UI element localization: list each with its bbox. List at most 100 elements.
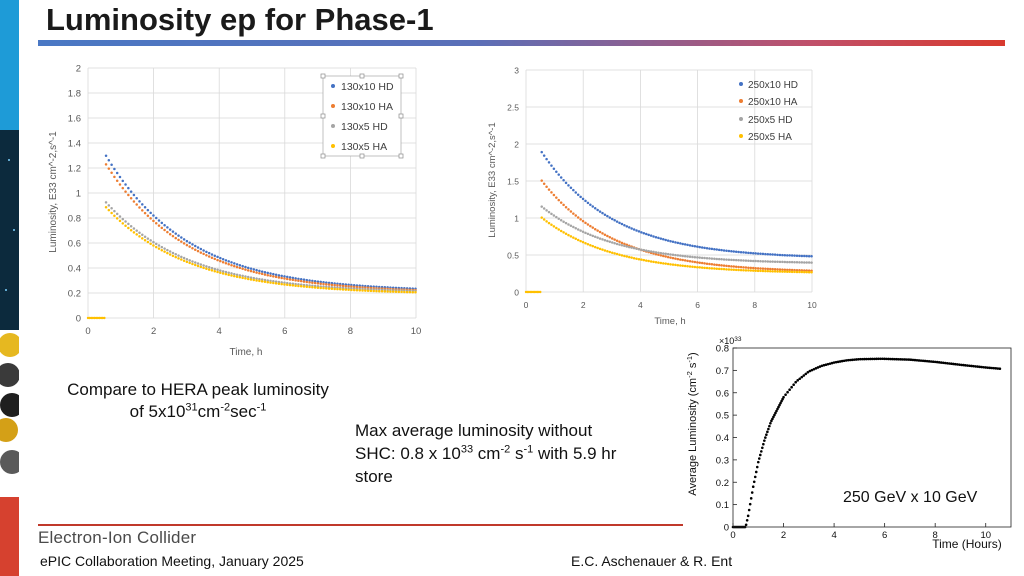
series-point-130x5-hd — [185, 257, 189, 261]
series-point-130x10-ha — [163, 228, 166, 232]
avg-lumi-point — [911, 358, 915, 362]
series-point-130x10-ha — [132, 200, 136, 203]
series-point-250x10-ha — [586, 223, 590, 226]
series-point-250x5-hd — [788, 260, 791, 264]
avg-lumi-point — [747, 508, 751, 512]
series-point-130x10-hd — [138, 200, 141, 203]
series-point-250x10-hd — [625, 225, 629, 228]
series-point-250x10-ha — [666, 255, 670, 259]
series-point-130x10-hd — [277, 274, 281, 277]
avg-lumi-point — [929, 360, 933, 363]
series-point-250x5-hd — [739, 259, 743, 262]
series-point-250x10-hd — [786, 254, 789, 257]
series-point-130x5-ha — [280, 282, 283, 286]
series-point-130x10-ha — [344, 284, 348, 288]
series-point-250x5-ha — [727, 268, 731, 271]
series-point-130x10-ha — [135, 203, 138, 206]
series-point-250x10-hd — [805, 254, 808, 258]
series-point-250x5-hd — [730, 258, 733, 262]
series-point-130x5-hd — [157, 244, 161, 247]
series-point-250x10-hd — [586, 201, 590, 205]
series-point-250x5-ha — [705, 266, 709, 270]
series-point-250x5-hd — [681, 254, 684, 258]
series-point-250x10-ha — [567, 208, 570, 211]
series-point-250x10-ha — [598, 230, 602, 234]
series-point-250x5-hd — [742, 259, 745, 262]
legend-marker-250x5-ha — [739, 134, 743, 138]
series-point-250x10-hd — [696, 245, 699, 248]
chart1-setup-point — [101, 316, 104, 320]
series-point-250x5-ha — [768, 269, 772, 273]
series-point-250x10-ha — [773, 268, 777, 271]
series-point-250x10-ha — [725, 264, 728, 268]
series-point-250x10-hd — [744, 251, 748, 254]
avg-lumi-point — [754, 470, 758, 474]
series-point-130x5-ha — [344, 288, 348, 291]
series-point-250x5-ha — [708, 266, 711, 270]
series-point-250x5-hd — [591, 234, 595, 238]
series-point-130x5-ha — [260, 280, 264, 283]
chart1-setup-point — [98, 316, 101, 320]
series-point-250x5-hd — [715, 257, 719, 261]
series-point-250x5-ha — [593, 245, 597, 249]
series-point-130x10-hd — [286, 275, 289, 279]
series-point-130x10-hd — [115, 171, 119, 175]
series-point-250x5-ha — [744, 269, 748, 272]
series-point-250x5-hd — [662, 252, 665, 255]
series-point-250x10-hd — [666, 239, 670, 242]
avg-lumi-point — [748, 502, 752, 506]
series-point-250x5-ha — [547, 221, 551, 225]
series-point-130x10-ha — [199, 251, 203, 254]
series-point-130x10-ha — [154, 222, 158, 225]
series-point-250x5-ha — [700, 266, 704, 269]
avg-lumi-point — [927, 360, 931, 363]
chart1-x-tick-label: 2 — [151, 326, 156, 337]
series-point-250x10-ha — [751, 266, 755, 270]
chart2-x-tick-label: 8 — [752, 300, 757, 310]
series-point-250x5-hd — [703, 256, 706, 260]
series-point-250x10-ha — [771, 267, 774, 271]
series-point-130x10-ha — [182, 242, 186, 245]
series-point-130x10-ha — [311, 281, 314, 284]
series-point-250x5-hd — [608, 240, 612, 244]
chart1-setup-point — [95, 316, 98, 320]
series-point-130x10-hd — [266, 271, 269, 275]
series-point-250x10-hd — [589, 203, 592, 206]
series-point-250x10-hd — [686, 243, 689, 247]
series-point-130x5-ha — [302, 285, 306, 288]
legend-label-130x10-ha: 130x10 HA — [341, 101, 393, 113]
series-point-250x5-ha — [635, 257, 638, 260]
legend-marker-130x5-ha — [331, 144, 335, 148]
series-point-130x5-ha — [168, 253, 172, 256]
series-point-250x10-ha — [764, 267, 767, 271]
series-point-250x10-hd — [642, 231, 646, 235]
chart-250-gev: 0 0.5 1 1.5 2 2.5 3 0 2 4 6 8 10 Time, h Luminosity… — [487, 66, 817, 328]
series-point-130x5-hd — [168, 250, 172, 253]
series-point-250x10-ha — [715, 263, 719, 267]
series-point-130x5-hd — [216, 268, 219, 272]
series-point-250x5-ha — [601, 248, 604, 251]
legend-marker-250x10-hd — [739, 82, 743, 86]
series-point-250x10-ha — [662, 254, 665, 258]
series-point-250x5-ha — [793, 270, 796, 274]
series-point-250x5-ha — [559, 229, 563, 233]
series-point-130x10-ha — [347, 285, 350, 288]
series-point-250x10-hd — [547, 161, 551, 164]
series-point-250x5-hd — [720, 258, 723, 261]
series-point-250x10-hd — [803, 254, 806, 258]
avg-lumi-point — [774, 411, 777, 415]
series-point-250x5-hd — [688, 255, 692, 258]
series-point-130x5-ha — [319, 286, 322, 290]
series-point-250x5-ha — [807, 270, 811, 274]
series-point-250x10-hd — [569, 186, 573, 190]
series-point-130x10-ha — [238, 266, 242, 270]
series-point-130x10-hd — [202, 249, 205, 252]
series-point-250x10-ha — [559, 201, 563, 204]
series-point-130x5-ha — [244, 277, 247, 280]
series-point-250x10-hd — [654, 235, 658, 239]
series-point-130x10-ha — [141, 209, 144, 212]
series-point-250x10-hd — [754, 252, 757, 255]
chart1-x-label: Time, h — [230, 347, 263, 358]
avg-lumi-point — [869, 357, 872, 361]
series-point-250x10-ha — [734, 265, 738, 269]
